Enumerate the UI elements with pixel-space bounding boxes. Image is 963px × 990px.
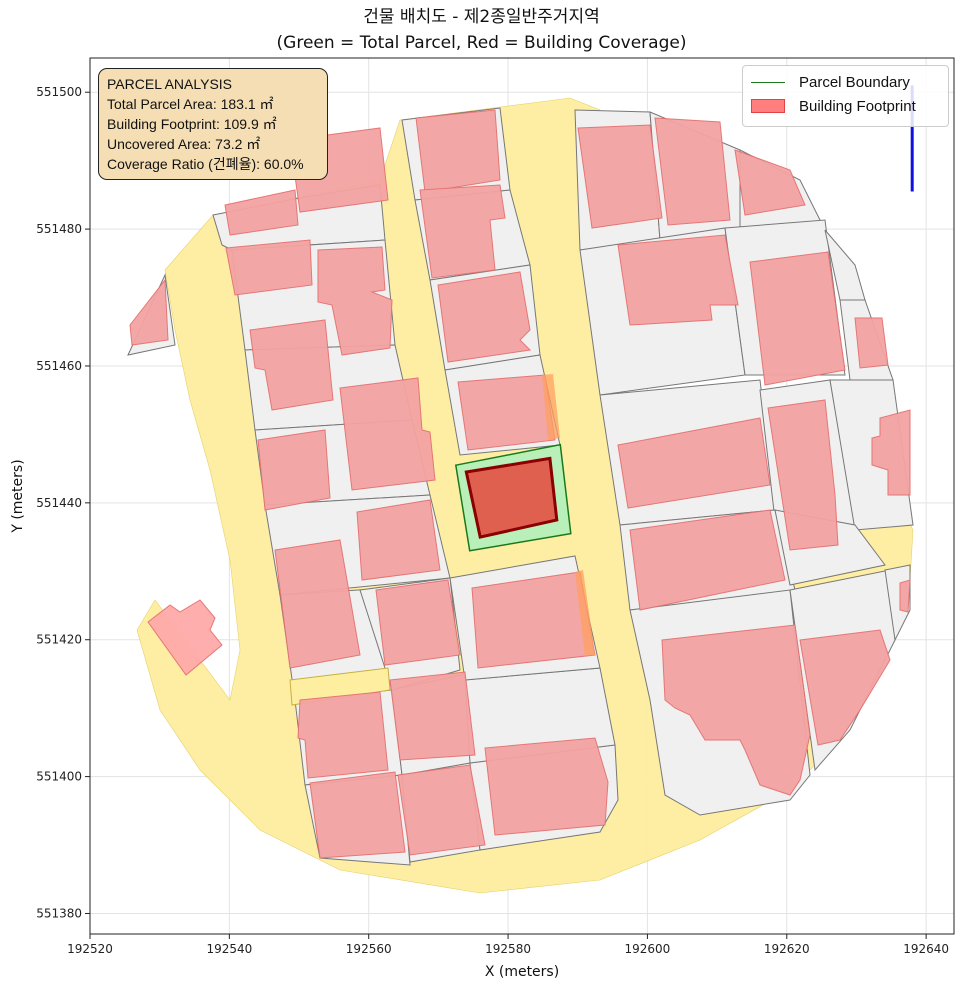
building-footprint [654,117,731,226]
x-tick-label: 192600 [625,942,671,956]
x-tick-label: 192560 [346,942,392,956]
y-tick-label: 551480 [36,222,82,236]
legend-item-building: Building Footprint [751,96,916,116]
x-tick-label: 192580 [485,942,531,956]
x-tick-label: 192520 [67,942,113,956]
plot-frame [89,57,955,935]
parcel-analysis-box: PARCEL ANALYSIS Total Parcel Area: 183.1… [98,68,328,180]
building-footprint [419,184,506,279]
building-footprint [899,579,911,613]
building-footprint [799,629,891,746]
building-footprint [129,278,169,346]
coverage-ratio: Coverage Ratio (건폐율): 60.0% [107,156,304,172]
uncovered-area: Uncovered Area: 73.2 ㎡ [107,136,261,152]
building-footprint [471,571,596,669]
building-footprint [274,539,361,669]
y-tick-label: 551500 [36,85,82,99]
x-tick-label: 192540 [206,942,252,956]
total-parcel-area: Total Parcel Area: 183.1 ㎡ [107,96,274,112]
block [289,667,391,706]
x-axis-label: X (meters) [485,964,559,980]
building-footprint [457,374,556,451]
x-axis-ticks: 192520 192540 192560 192580 192600 192620 1926… [67,934,949,956]
building-footprint [871,409,911,496]
building-footprint [356,499,441,581]
building-footprint [317,246,393,356]
chart-title-line1: 건물 배치도 - 제2종일반주거지역 [363,7,600,27]
buildings [129,109,911,859]
chart-title-line2: (Green = Total Parcel, Red = Building Co… [276,33,687,53]
y-tick-label: 551400 [36,770,82,784]
legend-box-swatch [751,99,785,113]
building-footprint [389,671,476,761]
overlap-strip [575,570,595,656]
x-tick-label: 192620 [764,942,810,956]
legend-label-building: Building Footprint [799,97,916,115]
building-footprint [224,189,299,236]
overlap-strip [542,374,560,440]
y-tick-label: 551440 [36,496,82,510]
y-axis-ticks: 551380 551400 551420 551440 551460 551480 5515… [36,85,90,920]
building-footprint [617,234,739,326]
analysis-heading: PARCEL ANALYSIS [107,76,233,92]
building-footprint [397,764,486,856]
legend: Parcel Boundary Building Footprint [742,65,949,127]
building-footprint [225,239,313,296]
building-footprint [734,149,806,216]
y-tick-label: 551460 [36,359,82,373]
map-layers [127,85,914,894]
legend-item-parcel: Parcel Boundary [751,72,910,92]
overlap-highlights [542,374,595,656]
legend-line-swatch [751,81,785,83]
building-footprint [309,771,406,859]
building-footprint [257,429,331,511]
y-axis-label: Y (meters) [10,459,26,533]
building-footprint-area: Building Footprint: 109.9 ㎡ [107,116,277,132]
legend-label-parcel: Parcel Boundary [799,73,910,91]
y-tick-label: 551380 [36,906,82,920]
building-footprint [249,319,334,411]
target-building-footprint [464,456,559,539]
building-footprint [415,109,501,193]
building-footprint [437,271,532,363]
y-tick-label: 551420 [36,633,82,647]
building-footprint [147,599,223,676]
building-footprint [339,377,436,491]
building-footprint [854,317,889,369]
building-footprint [661,624,811,796]
building-footprint [767,399,839,551]
building-footprint [375,579,461,666]
building-footprint [617,417,771,509]
building-footprint [629,509,786,611]
building-footprint [484,737,609,836]
building-footprint [297,691,389,779]
building-footprint [749,251,846,386]
x-tick-label: 192640 [903,942,949,956]
building-footprint [577,124,663,229]
